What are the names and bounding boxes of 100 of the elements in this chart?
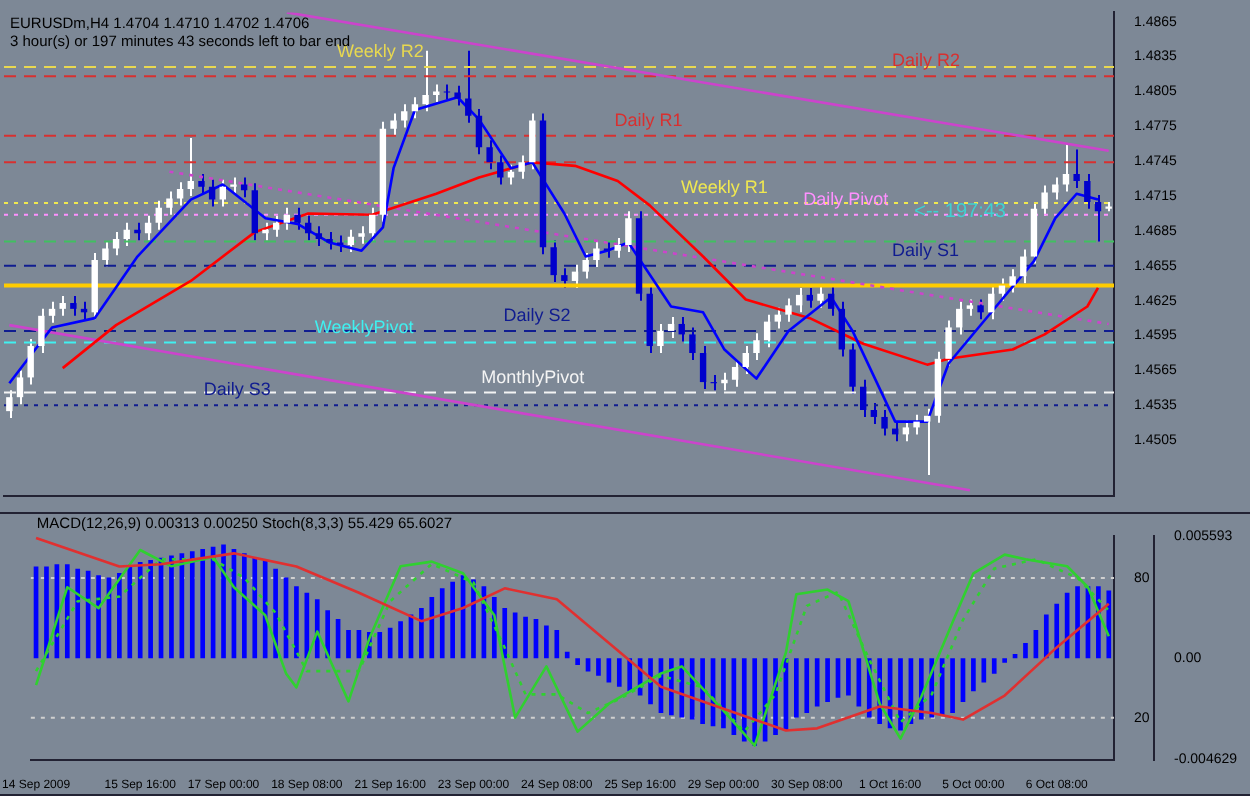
candlestick <box>155 199 162 231</box>
candlestick <box>614 236 621 259</box>
candlestick <box>763 313 771 349</box>
candlestick <box>667 315 675 339</box>
candlestick <box>1062 142 1070 193</box>
candlestick <box>486 139 493 171</box>
candlestick <box>806 286 814 309</box>
candlestick <box>315 225 323 248</box>
bar <box>1075 586 1080 659</box>
candlestick <box>411 96 419 120</box>
candlestick <box>70 295 77 317</box>
annotation: <-- 197:43 <box>914 200 1007 223</box>
bar <box>1054 603 1060 659</box>
candlestick <box>123 221 130 248</box>
candlestick <box>1041 184 1048 217</box>
candlestick <box>731 358 739 388</box>
bar <box>117 573 122 659</box>
bar <box>502 608 508 659</box>
bar <box>189 551 195 659</box>
candlestick <box>1084 172 1091 210</box>
bar <box>825 658 830 703</box>
candlestick <box>347 228 355 253</box>
ref-line-label: Weekly R1 <box>681 177 768 198</box>
candlestick <box>881 408 888 437</box>
candlestick <box>838 300 846 358</box>
bar <box>596 658 601 676</box>
candlestick <box>1020 248 1027 285</box>
candlestick <box>849 341 856 395</box>
candlestick <box>582 252 589 280</box>
candlestick <box>166 190 173 216</box>
candlestick <box>678 315 685 343</box>
candlestick <box>902 419 910 443</box>
candlestick <box>924 407 931 477</box>
candlestick <box>251 182 259 242</box>
candlestick <box>859 378 867 418</box>
candlestick <box>102 240 109 268</box>
candlestick <box>294 206 301 231</box>
bar <box>439 588 445 659</box>
candlestick <box>369 206 376 242</box>
candlestick <box>657 322 664 355</box>
candlestick <box>27 338 34 386</box>
bar <box>44 566 49 659</box>
candlestick <box>304 214 312 242</box>
bar <box>252 557 258 659</box>
bar <box>856 658 862 707</box>
bar <box>721 658 726 729</box>
bar <box>898 658 903 731</box>
candlestick <box>38 307 45 355</box>
bar <box>450 581 455 659</box>
candlestick <box>785 297 792 323</box>
candlestick <box>176 181 184 207</box>
ref-line-label: Daily R2 <box>892 50 961 71</box>
candlestick <box>422 49 429 113</box>
candlestick <box>550 239 557 284</box>
candlestick <box>998 277 1006 302</box>
candlestick <box>699 345 707 391</box>
ref-line-label: Daily S2 <box>503 304 571 325</box>
candlestick <box>208 178 216 208</box>
bar <box>981 658 987 683</box>
bar <box>387 627 393 659</box>
bar <box>1023 643 1028 659</box>
candlestick <box>1009 268 1016 294</box>
candlestick <box>870 402 878 425</box>
candlestick <box>198 172 205 195</box>
bar <box>169 555 174 659</box>
ref-line-label: Daily R1 <box>614 109 683 130</box>
bar <box>148 559 153 659</box>
candlestick <box>742 345 749 375</box>
bar <box>991 658 997 674</box>
bar <box>741 658 747 742</box>
candlestick <box>219 178 226 208</box>
ref-line-label: MonthlyPivot <box>481 366 586 387</box>
candlestick <box>144 214 152 242</box>
ref-line-label: Daily S1 <box>892 239 960 260</box>
bar <box>523 616 528 659</box>
candlestick <box>817 285 824 309</box>
bar <box>127 566 133 659</box>
bar <box>346 629 351 659</box>
candlestick <box>795 286 803 314</box>
candlestick <box>454 84 461 107</box>
candlestick <box>956 300 963 336</box>
bar <box>398 621 403 659</box>
candlestick <box>827 285 835 317</box>
candlestick <box>913 413 920 436</box>
bar <box>200 548 206 659</box>
candlestick <box>625 210 632 253</box>
candlestick <box>529 112 536 171</box>
bar <box>377 632 383 659</box>
ref-line-label: Daily Pivot <box>803 188 890 209</box>
bar <box>262 559 268 659</box>
bar <box>616 658 622 687</box>
bar <box>96 575 101 659</box>
bar <box>242 553 247 659</box>
bar <box>1043 614 1049 659</box>
bar <box>221 544 226 659</box>
candlestick <box>1094 193 1102 243</box>
ref-line-label: WeeklyPivot <box>314 316 415 337</box>
candlestick <box>465 49 472 124</box>
candlestick <box>689 326 696 361</box>
candlestick <box>593 240 600 268</box>
